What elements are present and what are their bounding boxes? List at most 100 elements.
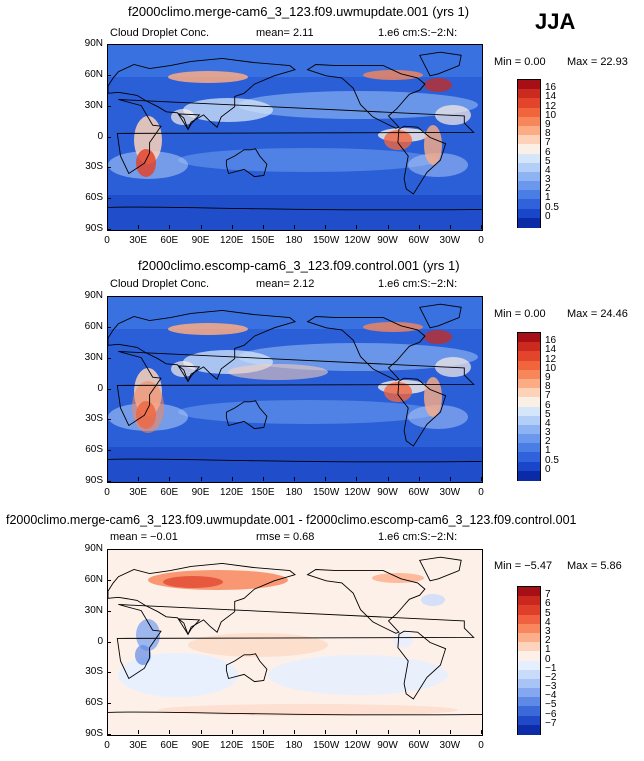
field-blob	[424, 125, 442, 165]
coastline	[419, 51, 462, 77]
x-tick-label: 90W	[377, 487, 398, 498]
field-blob	[408, 153, 468, 177]
x-tick-label: 30W	[439, 740, 461, 751]
x-tick-label: 120W	[344, 235, 371, 246]
colorbar-swatch	[518, 434, 540, 444]
x-tick-mark	[387, 730, 389, 734]
coastline	[108, 711, 482, 716]
mean-label: mean= 2.11	[256, 27, 314, 39]
x-tick-label: 60E	[160, 235, 179, 246]
y-tick-mark	[107, 326, 111, 328]
colorbar-level-label: −2	[545, 671, 557, 683]
field-blob	[135, 645, 151, 665]
x-tick-label: 90E	[191, 235, 210, 246]
colorbar-swatch	[518, 199, 540, 210]
x-tick-mark	[231, 730, 233, 734]
colorbar-swatch	[518, 190, 540, 200]
colorbar-swatch	[518, 424, 540, 435]
x-tick-label: 180	[285, 235, 303, 246]
y-tick-label: 30N	[84, 99, 103, 111]
field-blob	[238, 91, 478, 119]
x-tick-mark	[449, 225, 451, 229]
x-tick-label: 30W	[439, 235, 461, 246]
field-cell	[108, 195, 482, 230]
x-tick-mark	[107, 730, 108, 734]
colorbar-swatch	[518, 162, 540, 173]
x-tick-label: 150E	[251, 487, 275, 498]
coastline	[116, 351, 475, 427]
colorbar-swatch	[518, 342, 540, 352]
y-tick-label: 90N	[84, 543, 103, 554]
colorbar-level-label: 16	[545, 335, 557, 347]
colorbar-level-label: 1	[545, 445, 551, 457]
colorbar-swatch	[518, 181, 540, 191]
y-tick-mark	[107, 198, 111, 200]
x-tick-label: 30W	[439, 487, 461, 498]
x-tick-label: 150E	[251, 235, 275, 246]
colorbar-level-label: −7	[545, 717, 557, 729]
x-tick-mark	[138, 477, 140, 481]
coastline	[108, 458, 482, 463]
y-tick-mark	[107, 641, 111, 643]
units-label: 1.e6 cm:S:−2:N:	[378, 27, 458, 39]
colorbar-level-label: 0	[545, 653, 551, 665]
x-tick-mark	[200, 225, 202, 229]
x-tick-mark	[449, 477, 451, 481]
x-tick-mark	[449, 730, 451, 734]
colorbar-level-label: 14	[545, 91, 557, 103]
y-tick-mark	[107, 703, 111, 705]
y-tick-label: 90N	[84, 38, 103, 49]
colorbar-level-label: 10	[545, 109, 557, 121]
variable-label: Cloud Droplet Conc.	[110, 278, 210, 290]
coastline	[397, 630, 447, 700]
x-tick-mark	[418, 225, 420, 229]
colorbar	[517, 79, 541, 228]
colorbar-swatch	[518, 171, 540, 182]
field-svg	[108, 45, 482, 230]
y-tick-label: 30S	[85, 161, 103, 173]
rmse-label: rmse = 0.68	[256, 531, 315, 543]
colorbar-swatch	[518, 415, 540, 426]
colorbar-level-label: −3	[545, 681, 557, 693]
colorbar-swatch	[518, 697, 540, 707]
colorbar-level-label: 2	[545, 183, 551, 195]
colorbar-swatch	[518, 724, 540, 735]
coastline	[306, 569, 426, 634]
x-tick-mark	[481, 730, 482, 734]
x-tick-mark	[262, 730, 264, 734]
x-tick-mark	[325, 477, 327, 481]
colorbar-swatch	[518, 678, 540, 689]
y-tick-label: 0	[97, 130, 103, 142]
y-tick-label: 90S	[85, 223, 103, 234]
field-blob	[424, 330, 452, 344]
colorbar-level-label: 12	[545, 353, 557, 365]
colorbar-level-label: 1	[545, 192, 551, 204]
colorbar-level-label: 1	[545, 644, 551, 656]
colorbar-swatch	[518, 208, 540, 219]
y-tick-label: 60S	[85, 192, 103, 204]
field-cell	[108, 447, 482, 482]
colorbar-level-label: 7	[545, 137, 551, 149]
x-tick-mark	[262, 225, 264, 229]
colorbar-swatch	[518, 614, 540, 625]
y-tick-label: 30S	[85, 666, 103, 678]
x-tick-label: 30E	[129, 487, 148, 498]
y-tick-label: 60S	[85, 697, 103, 709]
field-blob	[168, 71, 248, 83]
field-blob	[393, 632, 413, 648]
field-blob	[188, 633, 328, 657]
coastline	[116, 604, 475, 680]
x-tick-mark	[294, 225, 295, 229]
y-tick-label: 90S	[85, 475, 103, 486]
colorbar-level-label: 5	[545, 408, 551, 420]
x-tick-mark	[481, 225, 482, 229]
coastline	[397, 125, 447, 195]
colorbar-level-label: 8	[545, 128, 551, 140]
x-tick-mark	[325, 225, 327, 229]
x-tick-label: 0	[478, 487, 484, 498]
y-tick-label: 60S	[85, 444, 103, 456]
x-tick-label: 90W	[377, 235, 398, 246]
x-tick-label: 90E	[191, 740, 210, 751]
field-blob	[178, 148, 438, 172]
colorbar-level-label: 8	[545, 381, 551, 393]
